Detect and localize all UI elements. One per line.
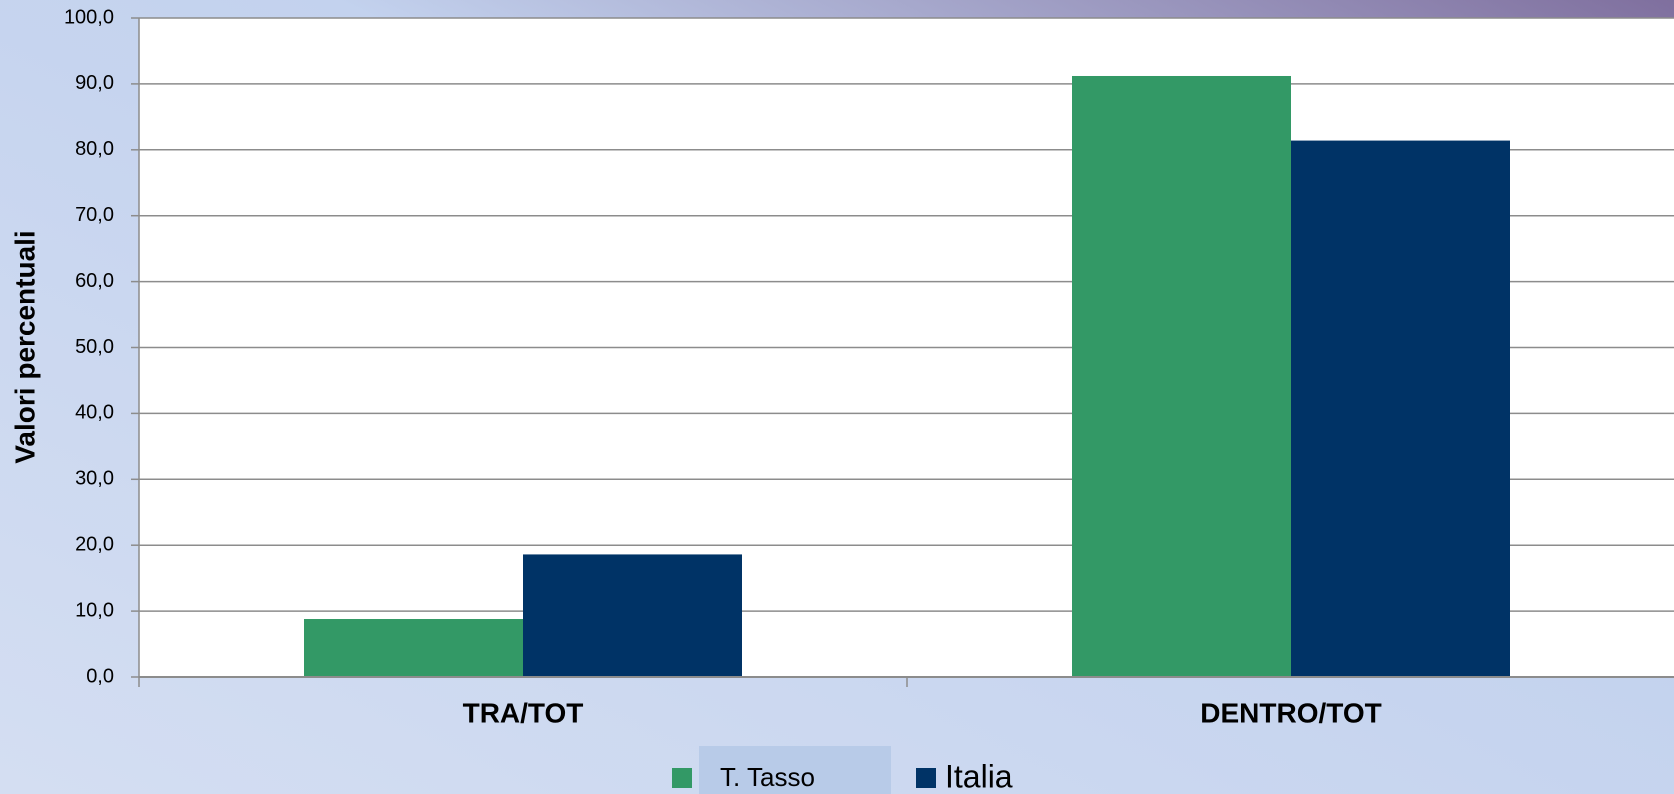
- legend-swatch: [916, 768, 936, 788]
- y-tick-label: 0,0: [86, 665, 114, 687]
- x-tick-label: TRA/TOT: [463, 697, 584, 728]
- legend-label: T. Tasso: [720, 762, 815, 792]
- bar: [1072, 75, 1291, 677]
- bar: [1291, 140, 1510, 678]
- y-tick-label: 10,0: [75, 599, 114, 621]
- legend-highlight: [699, 746, 891, 794]
- y-tick-label: 40,0: [75, 402, 114, 424]
- y-tick-label: 60,0: [75, 270, 114, 292]
- x-tick-label: DENTRO/TOT: [1200, 697, 1381, 728]
- y-tick-label: 20,0: [75, 533, 114, 555]
- y-tick-label: 100,0: [64, 6, 114, 28]
- y-tick-label: 70,0: [75, 204, 114, 226]
- y-tick-label: 80,0: [75, 138, 114, 160]
- y-axis-label: Valori percentuali: [9, 230, 40, 463]
- bar: [523, 554, 742, 677]
- y-tick-label: 30,0: [75, 468, 114, 490]
- legend-swatch: [672, 768, 692, 788]
- bar: [304, 619, 523, 677]
- legend-label: Italia: [945, 758, 1013, 794]
- y-tick-label: 50,0: [75, 336, 114, 358]
- y-tick-label: 90,0: [75, 72, 114, 94]
